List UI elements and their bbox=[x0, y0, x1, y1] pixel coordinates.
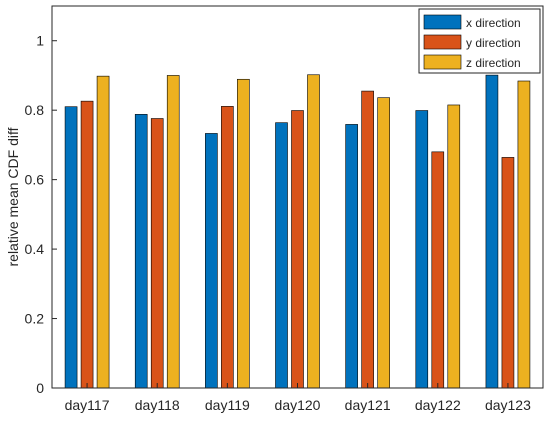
x-tick-label: day118 bbox=[135, 397, 180, 413]
bar-x-direction-day121 bbox=[345, 124, 358, 389]
bar-z-direction-day117 bbox=[96, 75, 110, 389]
bar-x-direction-day123 bbox=[485, 74, 499, 389]
bar-z-direction-day120 bbox=[307, 74, 320, 389]
y-tick-label: 1 bbox=[36, 33, 44, 49]
bar-x-direction-day118 bbox=[134, 114, 148, 389]
legend-swatch bbox=[423, 34, 462, 50]
x-tick-label: day122 bbox=[415, 397, 461, 413]
bar-z-direction-day119 bbox=[237, 78, 250, 389]
bar-y-direction-day119 bbox=[221, 106, 234, 389]
bar-x-direction-day119 bbox=[205, 133, 218, 389]
bar-x-direction-day117 bbox=[64, 106, 78, 389]
bar-x-direction-day120 bbox=[275, 122, 288, 389]
bar-z-direction-day121 bbox=[377, 97, 390, 389]
legend-swatch bbox=[423, 54, 462, 70]
x-tick-label: day117 bbox=[65, 397, 110, 413]
bar-z-direction-day123 bbox=[517, 80, 531, 389]
x-tick-label: day121 bbox=[345, 397, 391, 413]
bar-y-direction-day118 bbox=[150, 118, 164, 389]
y-ticks: 0 0.2 0.4 0.6 0.8 1 bbox=[25, 33, 57, 396]
legend-label: y direction bbox=[466, 36, 521, 50]
y-tick-label: 0.8 bbox=[25, 102, 45, 118]
legend-label: z direction bbox=[466, 56, 521, 70]
bar-y-direction-day120 bbox=[291, 110, 304, 389]
x-tick-label: day123 bbox=[485, 397, 531, 413]
legend: x direction y direction z direction bbox=[418, 8, 541, 74]
bar-y-direction-day122 bbox=[431, 151, 445, 389]
bar-y-direction-day117 bbox=[80, 100, 94, 389]
bar-x-direction-day122 bbox=[415, 110, 429, 389]
y-axis-label: relative mean CDF diff bbox=[5, 127, 21, 266]
bar-z-direction-day118 bbox=[166, 75, 180, 389]
x-tick-label: day119 bbox=[205, 397, 250, 413]
y-tick-label: 0.6 bbox=[25, 172, 45, 188]
y-tick-label: 0.4 bbox=[25, 241, 45, 257]
y-tick-label: 0 bbox=[36, 380, 44, 396]
legend-swatch bbox=[423, 14, 462, 30]
legend-label: x direction bbox=[466, 16, 521, 30]
bar-z-direction-day122 bbox=[447, 104, 461, 389]
bars-layer bbox=[64, 74, 531, 389]
y-tick-label: 0.2 bbox=[25, 311, 45, 327]
x-tick-label: day120 bbox=[275, 397, 321, 413]
x-ticks: day117 day118 day119 day120 day121 day122 day1… bbox=[65, 383, 531, 413]
bar-y-direction-day121 bbox=[361, 90, 374, 389]
bar-y-direction-day123 bbox=[501, 157, 515, 389]
